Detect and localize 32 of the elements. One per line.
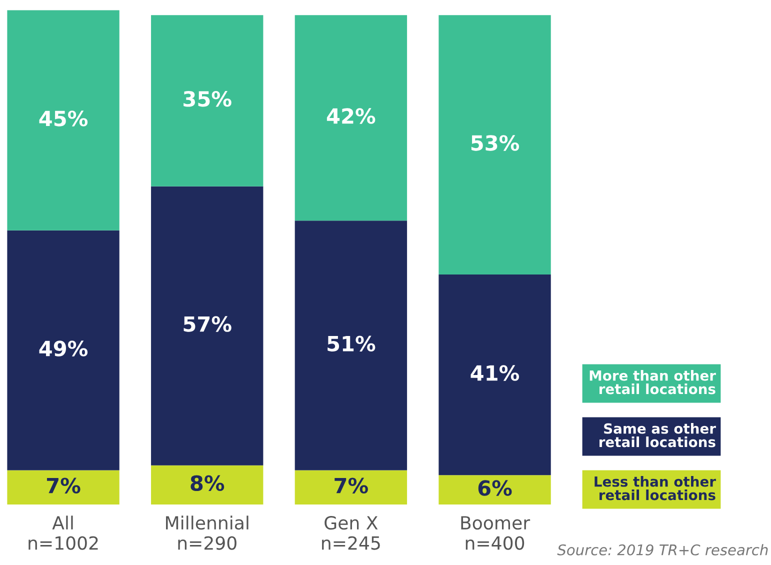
bar [294,15,408,221]
data-label: 6% [478,480,512,496]
text: Same as other retail locations [600,423,716,448]
data-label: 7% [334,478,368,494]
x-tick-label: Boomer n=400 [461,516,530,550]
bar [294,220,408,470]
bar [294,470,408,505]
data-label: 7% [46,478,80,494]
data-label: 45% [39,110,88,126]
bar [151,15,264,186]
x-tick-label: All n=1002 [28,516,98,550]
bar [438,15,551,274]
data-label: 49% [39,340,88,356]
data-label: 8% [190,475,224,492]
text: More than other retail locations [590,370,716,394]
x-tick-label: Millennial n=290 [166,516,248,550]
data-label: 57% [184,316,232,332]
text: Less than other retail locations [594,476,716,500]
x-tick-label: Gen X n=245 [322,516,380,550]
data-label: 41% [470,365,520,381]
data-label: 35% [184,91,232,107]
bar [438,475,551,505]
bar [7,470,120,505]
bar [151,465,264,505]
source-note: Source: 2019 TR+C research [557,544,768,556]
bar [151,186,264,466]
bar [7,10,120,230]
bar [438,274,551,476]
bar [7,230,120,470]
data-label: 53% [471,135,520,151]
data-label: 51% [328,336,376,352]
data-label: 42% [326,108,376,124]
